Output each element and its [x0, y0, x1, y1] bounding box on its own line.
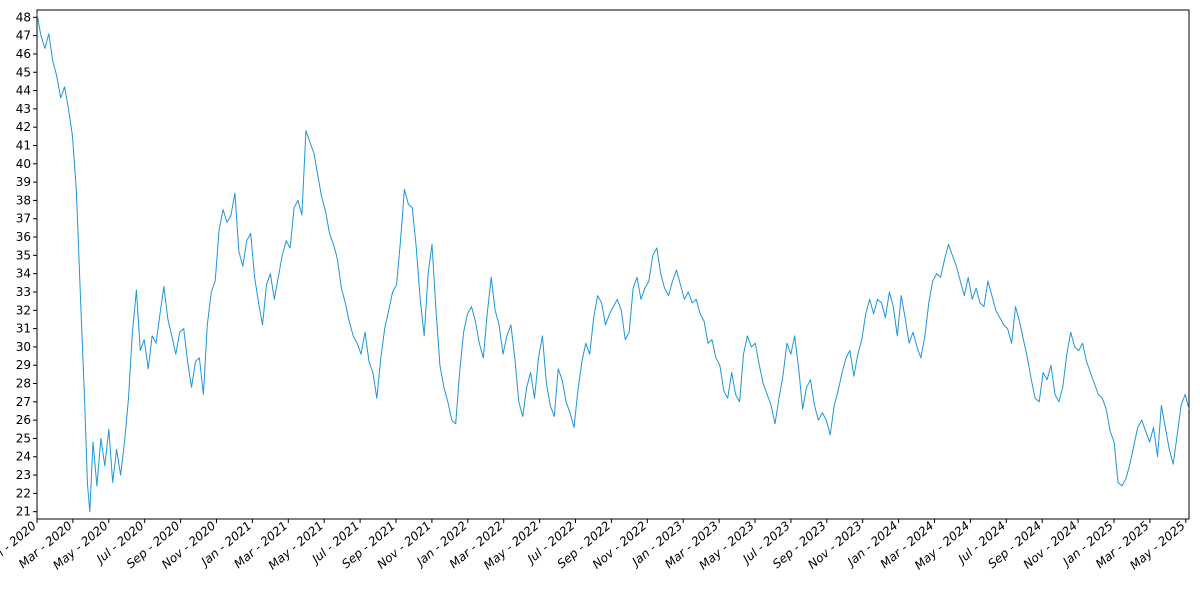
- y-tick-label: 39: [16, 175, 31, 189]
- y-tick-label: 38: [16, 193, 31, 207]
- y-tick-label: 33: [16, 285, 31, 299]
- y-tick-label: 30: [16, 340, 31, 354]
- y-axis: 21 22 23 24 25 26 27 28 29 30 31 32 33 34 35 36 37 38 39 40…: [16, 10, 37, 519]
- y-tick-label: 26: [16, 413, 31, 427]
- y-tick-label: 42: [16, 120, 31, 134]
- y-tick-label: 46: [16, 47, 31, 61]
- y-tick-label: 36: [16, 230, 31, 244]
- y-tick-label: 37: [16, 212, 31, 226]
- series-layer: [36, 13, 1190, 513]
- y-tick-label: 45: [16, 65, 31, 79]
- y-tick-label: 28: [16, 377, 31, 391]
- y-tick-label: 35: [16, 248, 31, 262]
- y-tick-label: 40: [16, 157, 31, 171]
- y-tick-label: 34: [16, 267, 31, 281]
- y-tick-label: 22: [16, 486, 31, 500]
- plot-frame: [36, 9, 1190, 520]
- y-tick-label: 44: [16, 84, 31, 98]
- y-tick-label: 48: [16, 10, 31, 24]
- plot-border: [36, 9, 1190, 520]
- series-line: [36, 13, 1190, 513]
- y-tick-label: 47: [16, 29, 31, 43]
- y-tick-label: 41: [16, 138, 31, 152]
- y-tick-label: 24: [16, 450, 31, 464]
- y-tick-label: 31: [16, 322, 31, 336]
- y-tick-label: 25: [16, 431, 31, 445]
- y-tick-label: 27: [16, 395, 31, 409]
- y-tick-label: 21: [16, 505, 31, 519]
- y-tick-label: 23: [16, 468, 31, 482]
- y-tick-label: 43: [16, 102, 31, 116]
- y-tick-label: 29: [16, 358, 31, 372]
- y-tick-label: 32: [16, 303, 31, 317]
